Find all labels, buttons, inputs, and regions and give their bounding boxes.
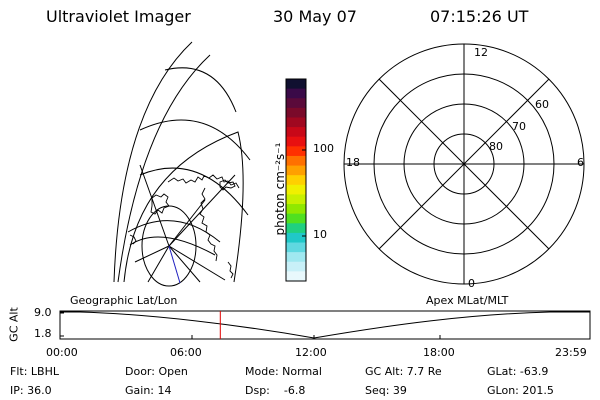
mlat-label-70: 70 bbox=[512, 120, 526, 133]
geographic-caption: Geographic Lat/Lon bbox=[70, 294, 178, 307]
color-bar-band bbox=[286, 88, 306, 99]
strip-x-tick-0600: 06:00 bbox=[170, 346, 202, 359]
strip-x-tick-2359: 23:59 bbox=[555, 346, 587, 359]
mlt-label-6: 6 bbox=[577, 156, 584, 169]
map-outer-arc-5 bbox=[139, 167, 249, 216]
meridian-7 bbox=[168, 245, 201, 283]
strip-x-ticks bbox=[59, 335, 591, 339]
color-bar-band bbox=[286, 204, 306, 215]
color-bar-frame bbox=[285, 78, 307, 282]
color-bar-band bbox=[286, 194, 306, 205]
color-bar-band bbox=[286, 184, 306, 196]
info-door: Door: Open bbox=[125, 365, 188, 378]
color-bar bbox=[286, 79, 306, 282]
color-bar-band bbox=[286, 107, 306, 119]
colorbar-tick-10: 10 bbox=[313, 228, 327, 241]
strip-frame bbox=[59, 310, 591, 340]
color-bar-band bbox=[286, 98, 306, 109]
meridian-5 bbox=[168, 199, 206, 247]
strip-axis-label: GC Alt bbox=[7, 307, 21, 342]
mlat-label-80: 80 bbox=[489, 140, 503, 153]
mlat-label-60: 60 bbox=[535, 98, 549, 111]
colorbar-unit-label: photon cm⁻²s⁻¹ bbox=[273, 142, 287, 236]
map-globe-edge bbox=[123, 131, 244, 283]
color-bar-band bbox=[286, 261, 306, 272]
coastline-4 bbox=[219, 179, 236, 191]
info-gain: Gain: 14 bbox=[125, 384, 172, 397]
strip-y-tick-9: 9.0 bbox=[34, 306, 52, 319]
altitude-strip bbox=[59, 310, 591, 340]
colorbar-tick-100: 100 bbox=[313, 142, 334, 155]
color-bar-ticks bbox=[302, 149, 306, 237]
color-bar-band bbox=[286, 117, 306, 128]
info-ip: IP: 36.0 bbox=[10, 384, 52, 397]
color-bar-band bbox=[286, 223, 306, 234]
color-bar-band bbox=[286, 232, 306, 244]
meridian-4 bbox=[134, 245, 170, 263]
info-mode: Mode: Normal bbox=[245, 365, 322, 378]
map-outer-arc-3 bbox=[164, 67, 237, 113]
info-glon: GLon: 201.5 bbox=[487, 384, 554, 397]
coastline-5 bbox=[227, 261, 234, 279]
mlt-label-18: 18 bbox=[346, 156, 360, 169]
color-bar-band bbox=[286, 127, 306, 138]
map-outer-arc-4 bbox=[139, 119, 251, 161]
polar-plot bbox=[343, 43, 585, 285]
altitude-curve bbox=[60, 311, 590, 339]
strip-y-ticks bbox=[60, 312, 64, 337]
coastline-2 bbox=[199, 187, 218, 262]
color-bar-band bbox=[286, 165, 306, 176]
coastline-3 bbox=[150, 193, 170, 215]
color-bar-band bbox=[286, 213, 306, 224]
instrument-title: Ultraviolet Imager bbox=[46, 7, 191, 26]
info-filter: Flt: LBHL bbox=[10, 365, 59, 378]
info-glat: GLat: -63.9 bbox=[487, 365, 549, 378]
strip-x-tick-0000: 00:00 bbox=[46, 346, 78, 359]
polar-diagonal-2 bbox=[378, 78, 550, 250]
time-label: 07:15:26 UT bbox=[430, 7, 529, 26]
info-seq: Seq: 39 bbox=[365, 384, 407, 397]
meridian-6 bbox=[147, 245, 170, 283]
info-gc-alt: GC Alt: 7.7 Re bbox=[365, 365, 442, 378]
color-bar-band bbox=[286, 146, 306, 157]
apex-caption: Apex MLat/MLT bbox=[426, 294, 509, 307]
spacecraft-track bbox=[168, 245, 181, 284]
color-bar-band bbox=[286, 136, 306, 147]
mlt-label-12: 12 bbox=[474, 46, 488, 59]
map-outer-arc-2 bbox=[117, 54, 211, 283]
meridian-1 bbox=[139, 164, 170, 247]
color-bar-band bbox=[286, 242, 306, 253]
meridian-3 bbox=[168, 245, 226, 281]
color-bar-band bbox=[286, 271, 306, 282]
coastline-1 bbox=[167, 174, 240, 189]
geographic-map bbox=[113, 41, 251, 287]
color-bar-band bbox=[286, 79, 306, 90]
color-bar-band bbox=[286, 252, 306, 263]
strip-x-tick-1200: 12:00 bbox=[295, 346, 327, 359]
map-outer-arc-1 bbox=[113, 41, 193, 283]
mlt-label-0: 0 bbox=[468, 277, 475, 290]
color-bar-band bbox=[286, 155, 306, 167]
info-dsp: Dsp: -6.8 bbox=[245, 384, 306, 397]
date-label: 30 May 07 bbox=[273, 7, 357, 26]
coastline-6 bbox=[129, 234, 137, 245]
strip-y-tick-1-8: 1.8 bbox=[34, 327, 52, 340]
strip-x-tick-1800: 18:00 bbox=[423, 346, 455, 359]
color-bar-band bbox=[286, 175, 306, 186]
